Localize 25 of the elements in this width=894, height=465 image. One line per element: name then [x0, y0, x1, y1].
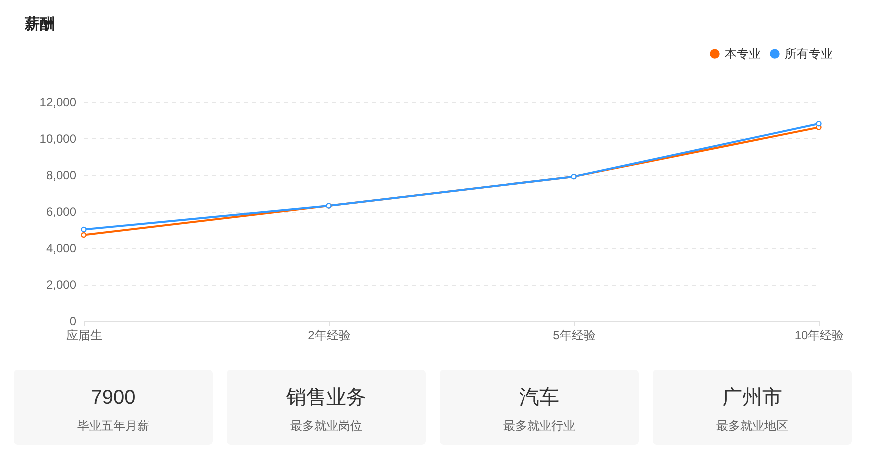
- y-tick-label: 0: [70, 314, 77, 328]
- legend-label: 本专业: [725, 47, 761, 62]
- legend-label: 所有专业: [785, 47, 833, 62]
- text: 广州市: [722, 387, 782, 409]
- y-tick-label: 8,000: [46, 168, 77, 182]
- text: 销售业务: [286, 387, 366, 409]
- point: [81, 232, 87, 238]
- x-tick-label: 5年经验: [553, 328, 596, 342]
- text: 7900: [91, 387, 136, 409]
- y-tick-label: 12,000: [40, 96, 77, 110]
- text: 最多就业岗位: [290, 419, 362, 433]
- text: 汽车: [520, 387, 560, 409]
- y-tick-label: 6,000: [46, 205, 77, 219]
- x-tick-label: 应届生: [66, 328, 102, 342]
- text: 最多就业地区: [716, 419, 788, 433]
- y-tick-label: 2,000: [46, 278, 77, 292]
- x-tick-label: 2年经验: [308, 328, 351, 342]
- y-tick-label: 10,000: [40, 132, 77, 146]
- chart-title: 薪酬: [24, 16, 55, 33]
- text: 最多就业行业: [504, 419, 576, 433]
- y-tick-label: 4,000: [46, 242, 77, 256]
- text: 毕业五年月薪: [78, 419, 150, 433]
- point: [81, 226, 87, 233]
- point: [816, 121, 822, 127]
- x-tick-label: 10年经验: [794, 328, 844, 342]
